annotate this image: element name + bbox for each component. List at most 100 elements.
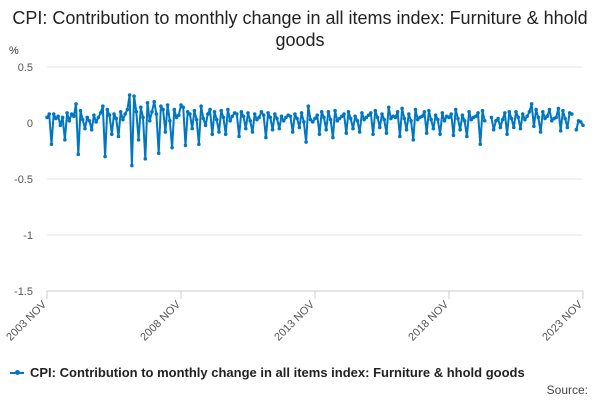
data-point	[281, 118, 286, 123]
data-point	[442, 118, 447, 123]
data-point	[469, 117, 474, 122]
data-point	[230, 114, 235, 119]
data-point	[139, 105, 143, 110]
data-point	[465, 134, 469, 139]
data-point	[121, 117, 125, 122]
data-point	[302, 120, 306, 124]
data-point	[462, 118, 467, 123]
data-point	[431, 126, 436, 131]
data-point	[355, 118, 360, 123]
data-point	[223, 132, 228, 136]
data-point	[51, 112, 56, 116]
data-point	[480, 108, 485, 113]
data-point	[570, 112, 574, 116]
data-point	[54, 116, 58, 121]
data-point	[252, 112, 257, 116]
data-point	[304, 140, 308, 144]
data-point	[168, 118, 172, 123]
data-point	[415, 117, 420, 122]
data-point	[527, 110, 532, 114]
data-point	[328, 117, 333, 122]
data-point	[351, 126, 355, 131]
data-point	[554, 115, 558, 120]
data-point	[478, 142, 483, 147]
data-point	[438, 132, 442, 136]
data-point	[313, 116, 317, 121]
data-point	[197, 142, 201, 147]
data-point	[402, 116, 407, 121]
data-point	[270, 127, 275, 132]
data-point	[400, 106, 404, 111]
data-point	[520, 112, 525, 116]
y-tick-label: 0.5	[18, 62, 33, 74]
x-tick-label: 2023 NOV	[540, 298, 585, 343]
data-point	[214, 117, 219, 122]
data-point	[156, 151, 161, 156]
data-point	[377, 125, 382, 130]
data-point	[297, 125, 302, 130]
data-point	[109, 132, 114, 136]
data-point	[125, 107, 130, 112]
data-point	[181, 105, 186, 110]
data-point	[87, 118, 92, 123]
data-point	[89, 127, 94, 132]
data-point	[188, 112, 192, 116]
data-point	[185, 110, 190, 114]
data-point	[308, 117, 313, 122]
y-tick-label: -1.5	[14, 286, 33, 298]
data-point	[118, 110, 123, 114]
data-point	[395, 110, 400, 114]
data-point	[456, 116, 460, 121]
data-point	[529, 102, 534, 106]
data-point	[199, 104, 203, 108]
data-point	[69, 112, 74, 116]
data-point	[255, 117, 259, 122]
data-point	[163, 130, 168, 134]
data-point	[295, 116, 299, 121]
data-point	[315, 113, 320, 117]
data-point	[83, 126, 87, 131]
data-point	[322, 115, 326, 120]
data-point	[266, 111, 270, 115]
data-point	[261, 113, 266, 117]
data-point	[143, 157, 148, 161]
legend[interactable]: CPI: Contribution to monthly change in a…	[10, 365, 525, 380]
data-point	[147, 118, 152, 123]
data-point	[101, 104, 105, 108]
data-point	[534, 107, 538, 112]
data-point	[491, 127, 496, 132]
data-point	[561, 108, 565, 113]
data-point	[92, 113, 96, 117]
data-point	[264, 135, 268, 140]
data-point	[511, 125, 516, 130]
data-point	[248, 118, 253, 123]
legend-label: CPI: Contribution to monthly change in a…	[30, 365, 525, 380]
data-point	[375, 115, 380, 120]
data-point	[447, 115, 451, 120]
data-point	[440, 111, 445, 115]
data-point	[420, 114, 425, 119]
data-point	[525, 114, 529, 119]
data-point	[47, 112, 52, 116]
data-point	[340, 114, 344, 119]
data-point	[509, 116, 514, 121]
data-point	[290, 130, 295, 134]
data-point	[342, 112, 346, 116]
data-point	[246, 111, 250, 115]
data-point	[141, 115, 145, 120]
data-point	[190, 126, 194, 131]
data-point	[183, 143, 188, 148]
data-point	[326, 110, 331, 114]
data-point	[380, 112, 384, 116]
data-point	[107, 113, 112, 117]
data-point	[556, 106, 561, 111]
source-label: Source:	[546, 383, 588, 397]
data-point	[514, 110, 518, 114]
data-point	[112, 112, 116, 116]
data-point	[422, 110, 427, 114]
data-point	[505, 132, 509, 136]
data-point	[174, 115, 179, 120]
data-point	[56, 114, 60, 119]
data-point	[458, 127, 462, 132]
